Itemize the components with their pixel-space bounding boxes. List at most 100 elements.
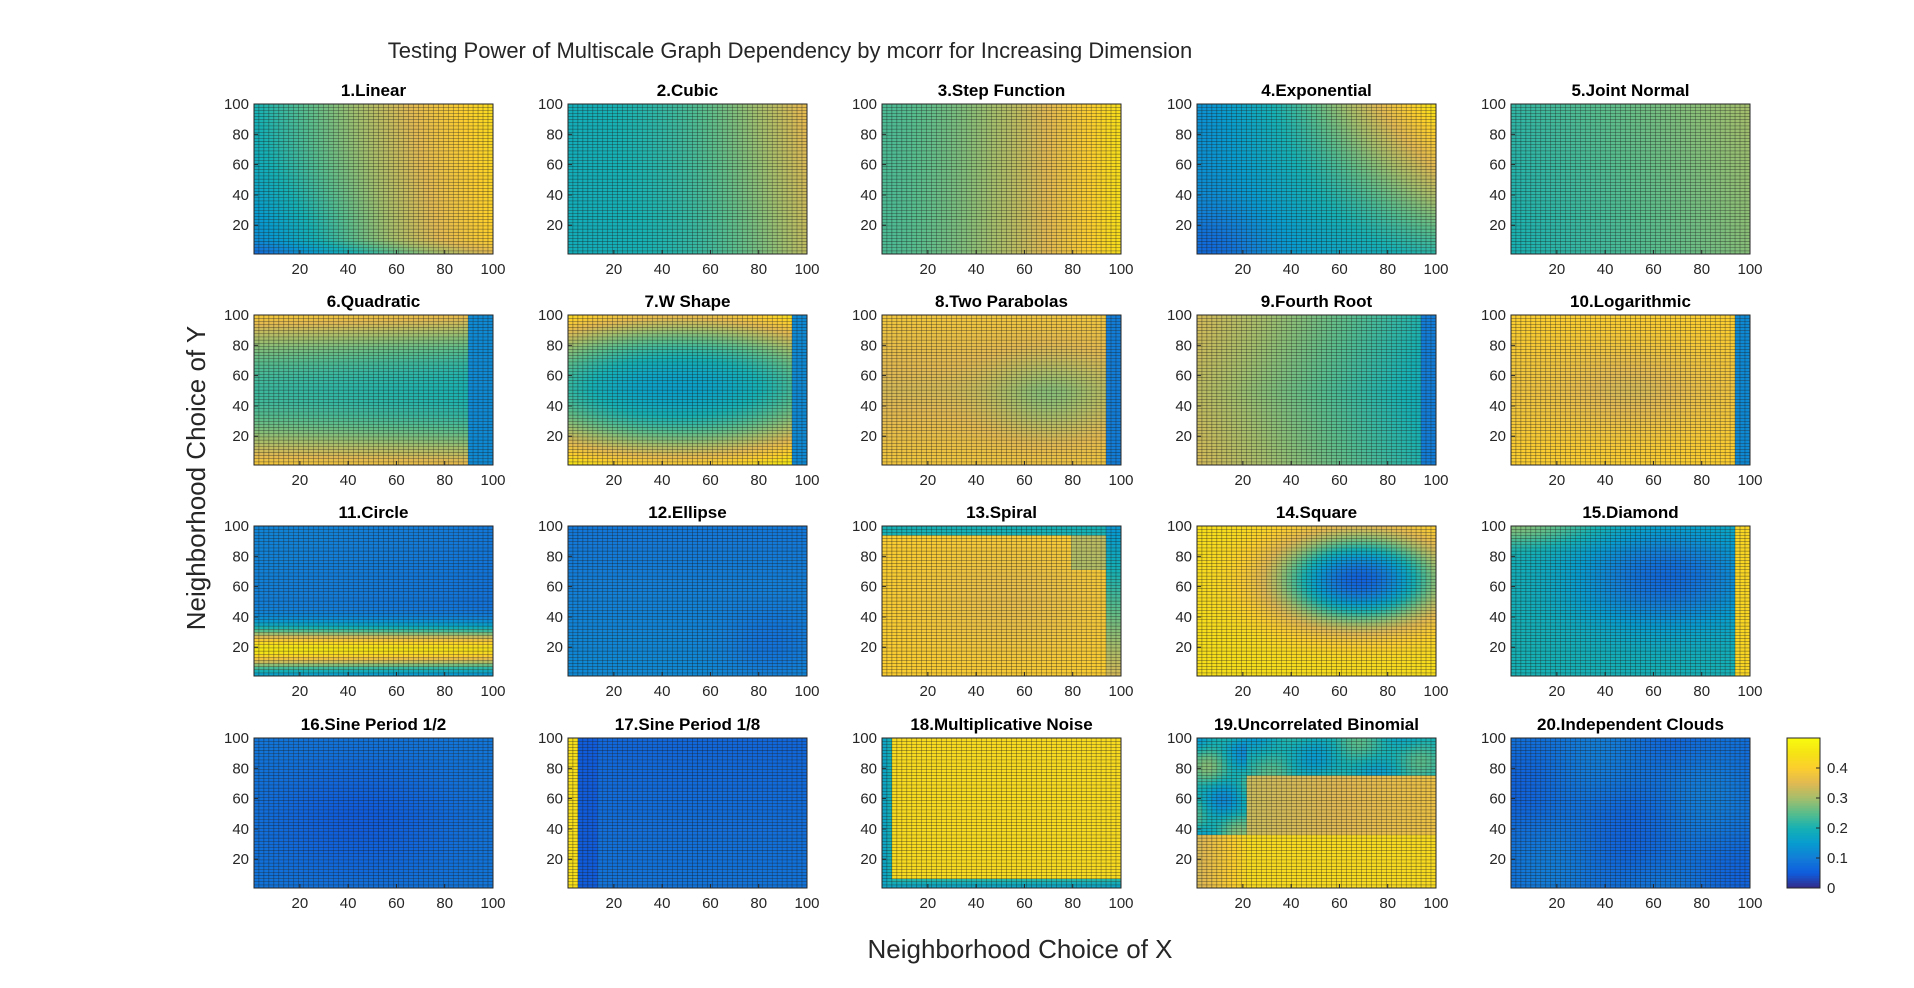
heatmap-cell bbox=[398, 129, 403, 132]
heatmap-cell bbox=[388, 223, 393, 226]
heatmap-cell bbox=[618, 192, 623, 195]
heatmap-cell bbox=[364, 110, 369, 113]
heatmap-cell bbox=[354, 170, 359, 173]
heatmap-cell bbox=[374, 157, 379, 160]
heatmap-cell bbox=[448, 120, 453, 123]
heatmap-cell bbox=[633, 192, 638, 195]
heatmap-cell bbox=[383, 142, 388, 145]
heatmap-cell bbox=[443, 163, 448, 166]
heatmap-cell bbox=[289, 160, 294, 163]
heatmap-cell bbox=[279, 248, 284, 251]
heatmap-cell bbox=[324, 163, 329, 166]
heatmap-cell bbox=[309, 201, 314, 204]
heatmap-cell bbox=[304, 226, 309, 229]
heatmap-cell bbox=[344, 107, 349, 110]
heatmap-cell bbox=[289, 120, 294, 123]
heatmap-cell bbox=[264, 238, 269, 241]
heatmap-cell bbox=[388, 204, 393, 207]
heatmap-cell bbox=[398, 157, 403, 160]
heatmap-cell bbox=[378, 235, 383, 238]
heatmap-cell bbox=[488, 229, 493, 232]
heatmap-cell bbox=[398, 232, 403, 235]
heatmap-cell bbox=[578, 210, 583, 213]
heatmap-cell bbox=[588, 188, 593, 191]
heatmap-cell bbox=[583, 226, 588, 229]
heatmap-cell bbox=[418, 160, 423, 163]
heatmap-cell bbox=[633, 185, 638, 188]
heatmap-cell bbox=[364, 217, 369, 220]
heatmap-cell bbox=[289, 238, 294, 241]
heatmap-cell bbox=[383, 220, 388, 223]
heatmap-cell bbox=[334, 173, 339, 176]
heatmap-cell bbox=[588, 195, 593, 198]
heatmap-cell bbox=[359, 129, 364, 132]
heatmap-cell bbox=[279, 107, 284, 110]
heatmap-cell bbox=[603, 192, 608, 195]
heatmap-cell bbox=[573, 213, 578, 216]
panel-title: 1.Linear bbox=[341, 81, 407, 100]
heatmap-cell bbox=[598, 113, 603, 116]
heatmap-cell bbox=[289, 201, 294, 204]
heatmap-cell bbox=[638, 198, 643, 201]
heatmap-cell bbox=[254, 185, 259, 188]
heatmap-cell bbox=[638, 113, 643, 116]
heatmap-cell bbox=[628, 132, 633, 135]
heatmap-cell bbox=[349, 229, 354, 232]
heatmap-cell bbox=[618, 210, 623, 213]
heatmap-cell bbox=[364, 126, 369, 129]
heatmap-cell bbox=[403, 195, 408, 198]
heatmap-cell bbox=[653, 170, 658, 173]
heatmap-cell bbox=[359, 229, 364, 232]
heatmap-cell bbox=[274, 163, 279, 166]
heatmap-cell bbox=[413, 160, 418, 163]
heatmap-cell bbox=[653, 201, 658, 204]
heatmap-cell bbox=[304, 132, 309, 135]
heatmap-cell bbox=[284, 160, 289, 163]
heatmap-cell bbox=[319, 142, 324, 145]
heatmap-cell bbox=[483, 110, 488, 113]
heatmap-cell bbox=[403, 160, 408, 163]
heatmap-cell bbox=[488, 188, 493, 191]
heatmap-cell bbox=[428, 235, 433, 238]
heatmap-cell bbox=[314, 204, 319, 207]
heatmap-cell bbox=[448, 192, 453, 195]
heatmap-cell bbox=[423, 138, 428, 141]
heatmap-cell bbox=[643, 157, 648, 160]
heatmap-cell bbox=[349, 238, 354, 241]
heatmap-cell bbox=[483, 217, 488, 220]
heatmap-cell bbox=[309, 135, 314, 138]
heatmap-cell bbox=[319, 163, 324, 166]
heatmap-cell bbox=[403, 185, 408, 188]
heatmap-cell bbox=[618, 142, 623, 145]
heatmap-cell bbox=[413, 154, 418, 157]
heatmap-cell bbox=[274, 204, 279, 207]
heatmap-cell bbox=[483, 123, 488, 126]
heatmap-cell bbox=[309, 213, 314, 216]
heatmap-cell bbox=[364, 170, 369, 173]
heatmap-cell bbox=[413, 188, 418, 191]
heatmap-cell bbox=[603, 132, 608, 135]
heatmap-cell bbox=[618, 185, 623, 188]
heatmap-cell bbox=[443, 232, 448, 235]
heatmap-cell bbox=[319, 179, 324, 182]
heatmap-cell bbox=[369, 210, 374, 213]
heatmap-cell bbox=[264, 160, 269, 163]
heatmap-cell bbox=[588, 170, 593, 173]
heatmap-cell bbox=[433, 126, 438, 129]
heatmap-cell bbox=[388, 238, 393, 241]
heatmap-cell bbox=[588, 123, 593, 126]
heatmap-cell bbox=[393, 176, 398, 179]
heatmap-cell bbox=[573, 151, 578, 154]
heatmap-cell bbox=[309, 248, 314, 251]
heatmap-cell bbox=[438, 226, 443, 229]
heatmap-cell bbox=[633, 242, 638, 245]
heatmap-cell bbox=[309, 217, 314, 220]
heatmap-cell bbox=[603, 182, 608, 185]
heatmap-cell bbox=[593, 107, 598, 110]
heatmap-cell bbox=[269, 179, 274, 182]
heatmap-cell bbox=[294, 185, 299, 188]
heatmap-cell bbox=[423, 182, 428, 185]
heatmap-cell bbox=[463, 145, 468, 148]
heatmap-cell bbox=[453, 123, 458, 126]
heatmap-cell bbox=[388, 120, 393, 123]
